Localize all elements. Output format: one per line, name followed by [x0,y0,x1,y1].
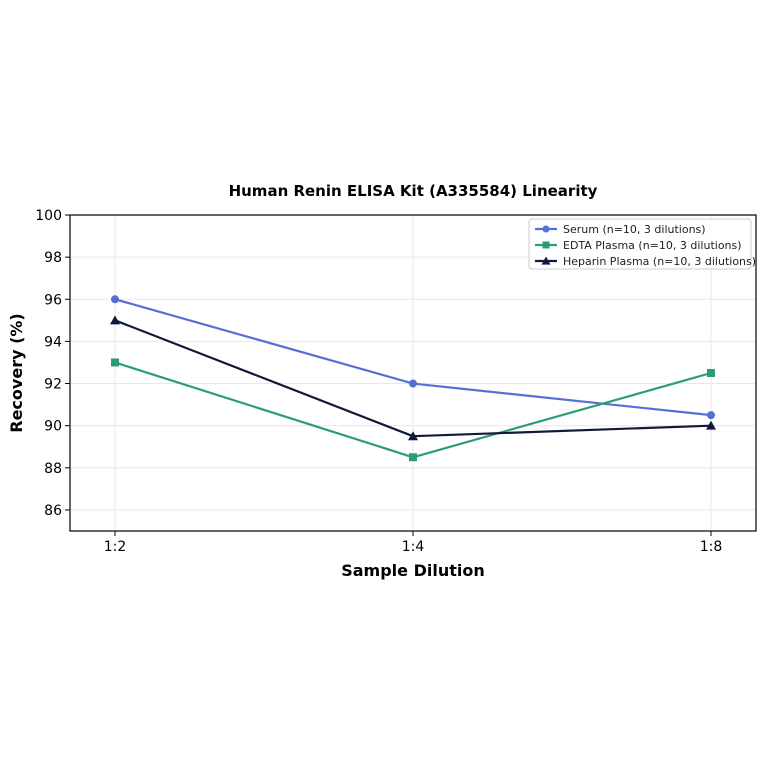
legend-item: Serum (n=10, 3 dilutions) [535,223,706,236]
y-tick-label: 86 [44,503,62,519]
y-tick-label: 98 [44,250,62,266]
data-point [707,411,715,420]
data-point [111,295,119,304]
legend-item: Heparin Plasma (n=10, 3 dilutions) [535,255,756,268]
legend-label: Heparin Plasma (n=10, 3 dilutions) [563,255,756,268]
legend-swatch-marker [541,256,551,265]
y-axis-title: Recovery (%) [7,313,26,432]
legend-item: EDTA Plasma (n=10, 3 dilutions) [535,239,742,252]
legend-label: EDTA Plasma (n=10, 3 dilutions) [563,239,742,252]
legend-box [528,218,752,270]
y-tick-label: 88 [44,461,62,477]
data-point [408,431,418,441]
x-tick-label: 1:8 [700,539,723,555]
y-tick-label: 100 [35,208,62,224]
chart-title: Human Renin ELISA Kit (A335584) Linearit… [229,182,598,200]
data-point [409,379,417,388]
legend-swatch-marker [542,225,550,233]
series-2 [111,358,715,462]
series-layer [110,295,716,462]
axis-ticks: 86 88 90 92 94 96 98 100 1:2 1:4 1:8 [35,208,722,555]
x-tick-label: 1:2 [104,539,127,555]
y-tick-label: 94 [44,334,62,350]
x-axis-title: Sample Dilution [341,561,485,580]
data-point [110,315,120,325]
y-tick-label: 96 [44,292,62,308]
legend-swatch-marker [542,241,550,249]
x-tick-label: 1:4 [402,539,425,555]
series-1 [111,295,715,420]
legend: Serum (n=10, 3 dilutions) EDTA Plasma (n=… [528,218,756,270]
data-point [706,420,716,430]
series-3 [110,315,716,441]
data-point [111,358,119,367]
data-point [409,453,417,462]
legend-label: Serum (n=10, 3 dilutions) [563,223,706,236]
y-tick-label: 92 [44,377,62,393]
data-point [707,369,715,377]
y-tick-label: 90 [44,419,62,435]
